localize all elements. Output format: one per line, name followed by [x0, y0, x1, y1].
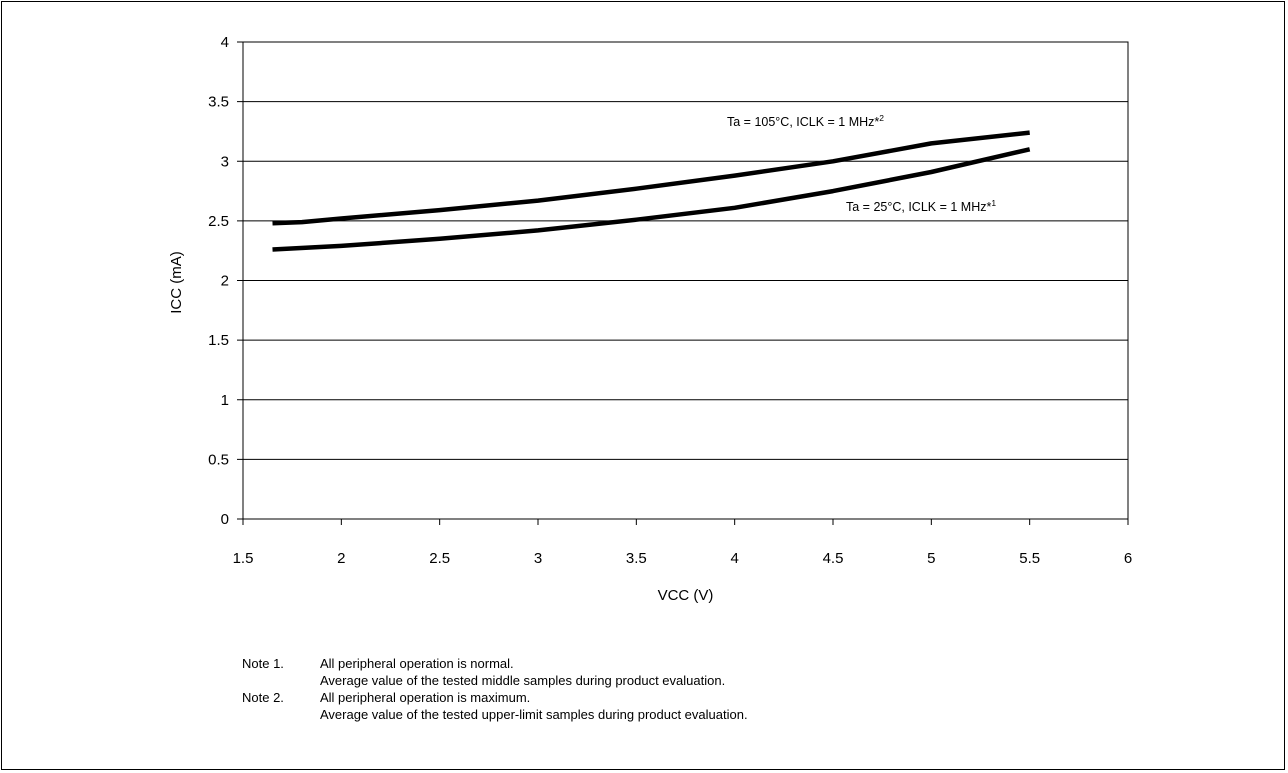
- series-line-2: [272, 147, 1031, 252]
- x-tick-label: 5: [927, 550, 935, 567]
- y-tick-label: 1.5: [208, 332, 229, 349]
- note-2-line-1: All peripheral operation is maximum.: [320, 690, 531, 705]
- x-tick-label: 2: [337, 550, 345, 567]
- x-tick-label: 6: [1124, 550, 1132, 567]
- x-tick-label: 1.5: [233, 550, 254, 567]
- series-label-text: Ta = 25°C, ICLK = 1 MHz*: [846, 200, 991, 214]
- x-tick-label: 4.5: [823, 550, 844, 567]
- x-tick-label: 3: [534, 550, 542, 567]
- x-tick-label: 4: [730, 550, 738, 567]
- x-axis-ticks: 1.5 2 2.5 3 3.5 4 4.5 5 5.5 6: [233, 519, 1132, 567]
- note-1-tag: Note 1.: [242, 656, 284, 671]
- series-labels: Ta = 105°C, ICLK = 1 MHz*2 Ta = 25°C, ICL…: [727, 113, 996, 214]
- y-tick-label: 1: [221, 392, 229, 409]
- note-1-line-2: Average value of the tested middle sampl…: [320, 673, 726, 688]
- y-axis-ticks: 0 0.5 1 1.5 2 2.5 3 3.5 4: [208, 34, 243, 528]
- note-1: Note 1. All peripheral operation is norm…: [242, 655, 748, 672]
- note-1-cont: Average value of the tested middle sampl…: [242, 672, 748, 689]
- y-tick-label: 3: [221, 153, 229, 170]
- x-tick-label: 3.5: [626, 550, 647, 567]
- series-line-1: [272, 130, 1030, 226]
- y-tick-label: 2: [221, 273, 229, 290]
- y-tick-label: 2.5: [208, 213, 229, 230]
- series-label-footnote: 2: [879, 113, 884, 123]
- note-2-tag: Note 2.: [242, 690, 284, 705]
- series-label-2: Ta = 25°C, ICLK = 1 MHz*1: [846, 198, 996, 214]
- notes: Note 1. All peripheral operation is norm…: [242, 655, 748, 723]
- x-axis-label: VCC (V): [658, 587, 714, 604]
- series-lines: [272, 130, 1031, 252]
- y-tick-label: 4: [221, 34, 229, 51]
- note-2-line-2: Average value of the tested upper-limit …: [320, 707, 748, 722]
- y-tick-label: 0: [221, 511, 229, 528]
- note-2: Note 2. All peripheral operation is maxi…: [242, 689, 748, 706]
- x-tick-label: 2.5: [429, 550, 450, 567]
- y-axis-label: ICC (mA): [168, 251, 185, 314]
- note-1-line-1: All peripheral operation is normal.: [320, 656, 514, 671]
- series-label-1: Ta = 105°C, ICLK = 1 MHz*2: [727, 113, 884, 129]
- note-2-cont: Average value of the tested upper-limit …: [242, 706, 748, 723]
- series-label-footnote: 1: [991, 198, 996, 208]
- y-tick-label: 3.5: [208, 94, 229, 111]
- y-tick-label: 0.5: [208, 451, 229, 468]
- grid-lines: [243, 101, 1128, 460]
- series-label-text: Ta = 105°C, ICLK = 1 MHz*: [727, 115, 879, 129]
- x-tick-label: 5.5: [1019, 550, 1040, 567]
